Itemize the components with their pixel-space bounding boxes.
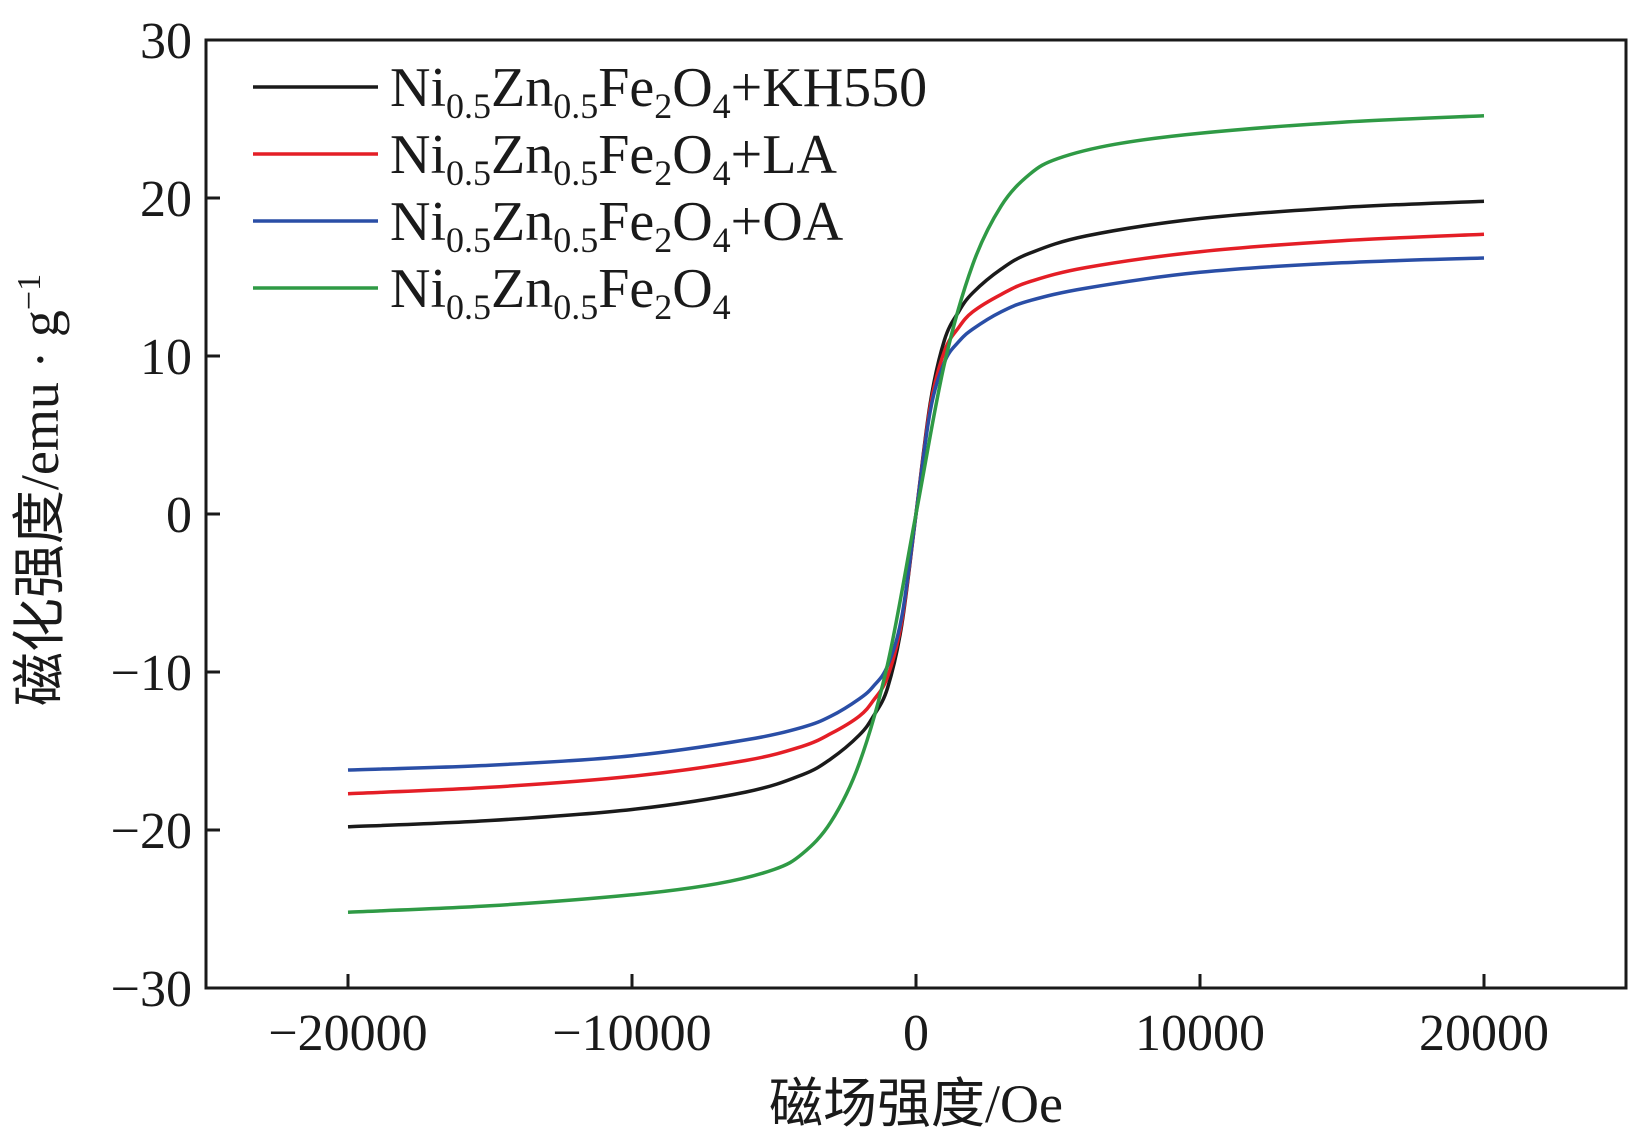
legend-label-part: O bbox=[672, 57, 712, 119]
legend-label-part: Zn bbox=[491, 191, 553, 253]
legend-label-part: +KH550 bbox=[731, 57, 927, 119]
y-tick-label: 0 bbox=[166, 487, 192, 544]
legend-label: Ni0.5Zn0.5Fe2O4 bbox=[390, 258, 731, 327]
y-axis: −30 −20 −10 0 10 20 30 bbox=[111, 13, 220, 1018]
y-tick-label: 30 bbox=[140, 13, 192, 70]
series-layer bbox=[347, 114, 1485, 914]
y-axis-title-exponent: −1 bbox=[11, 274, 48, 310]
legend-label-subscript: 0.5 bbox=[446, 220, 491, 260]
legend-label-subscript: 2 bbox=[654, 86, 672, 126]
legend: Ni0.5Zn0.5Fe2O4+KH550Ni0.5Zn0.5Fe2O4+LAN… bbox=[253, 57, 927, 327]
legend-label-subscript: 4 bbox=[713, 86, 731, 126]
legend-label-part: Fe bbox=[598, 124, 654, 186]
legend-label-part: +OA bbox=[731, 191, 844, 253]
y-tick-label: 20 bbox=[140, 171, 192, 228]
legend-label-part: Zn bbox=[491, 57, 553, 119]
y-axis-title: 磁化强度/emu · g−1 bbox=[10, 274, 70, 706]
x-axis: −20000 −10000 0 10000 20000 bbox=[268, 974, 1549, 1062]
legend-label-subscript: 2 bbox=[654, 220, 672, 260]
y-axis-title-main: 磁化强度/emu · g bbox=[10, 310, 70, 706]
y-tick-label: 10 bbox=[140, 329, 192, 386]
legend-label: Ni0.5Zn0.5Fe2O4+OA bbox=[390, 191, 844, 260]
legend-label-subscript: 0.5 bbox=[553, 287, 598, 327]
y-tick-label: −20 bbox=[111, 803, 192, 860]
legend-label-subscript: 0.5 bbox=[553, 86, 598, 126]
legend-label-subscript: 0.5 bbox=[553, 220, 598, 260]
series-line-3 bbox=[347, 114, 1485, 914]
legend-label-part: Ni bbox=[390, 258, 446, 320]
legend-label-subscript: 0.5 bbox=[446, 287, 491, 327]
legend-label-part: Fe bbox=[598, 57, 654, 119]
legend-label-subscript: 2 bbox=[654, 287, 672, 327]
legend-label-subscript: 0.5 bbox=[553, 153, 598, 193]
legend-label-subscript: 4 bbox=[713, 287, 731, 327]
legend-label-part: O bbox=[672, 124, 712, 186]
legend-label-subscript: 0.5 bbox=[446, 153, 491, 193]
legend-label-part: O bbox=[672, 258, 712, 320]
legend-label-subscript: 0.5 bbox=[446, 86, 491, 126]
legend-label-part: Ni bbox=[390, 57, 446, 119]
legend-label-part: Fe bbox=[598, 191, 654, 253]
legend-label-part: Zn bbox=[491, 124, 553, 186]
legend-label: Ni0.5Zn0.5Fe2O4+KH550 bbox=[390, 57, 927, 126]
x-tick-label: 10000 bbox=[1135, 1005, 1265, 1062]
y-tick-label: −10 bbox=[111, 645, 192, 702]
legend-label-subscript: 2 bbox=[654, 153, 672, 193]
legend-label-part: +LA bbox=[731, 124, 838, 186]
x-tick-label: −10000 bbox=[552, 1005, 711, 1062]
legend-label-part: Ni bbox=[390, 124, 446, 186]
x-tick-label: 0 bbox=[903, 1005, 929, 1062]
legend-label-part: Zn bbox=[491, 258, 553, 320]
legend-label: Ni0.5Zn0.5Fe2O4+LA bbox=[390, 124, 837, 193]
legend-label-subscript: 4 bbox=[713, 220, 731, 260]
legend-label-part: Ni bbox=[390, 191, 446, 253]
y-tick-label: −30 bbox=[111, 961, 192, 1018]
x-tick-label: −20000 bbox=[268, 1005, 427, 1062]
x-axis-title: 磁场强度/Oe bbox=[769, 1074, 1063, 1134]
legend-label-part: O bbox=[672, 191, 712, 253]
legend-label-part: Fe bbox=[598, 258, 654, 320]
legend-label-subscript: 4 bbox=[713, 153, 731, 193]
x-tick-label: 20000 bbox=[1419, 1005, 1549, 1062]
